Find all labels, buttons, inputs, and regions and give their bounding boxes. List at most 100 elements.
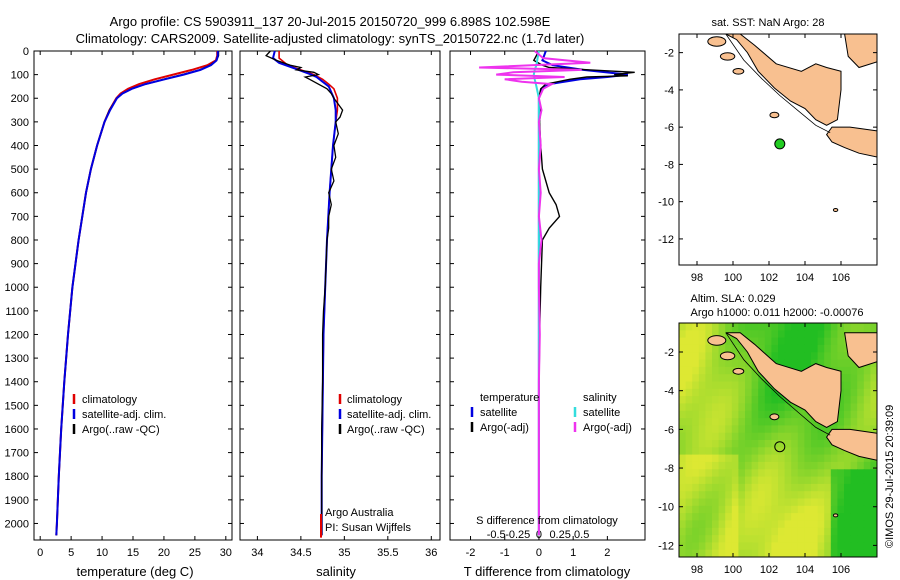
sla-cell	[751, 542, 759, 551]
sla-cell	[698, 461, 706, 470]
x-tick-label: 15	[127, 547, 139, 559]
sla-cell	[817, 469, 825, 478]
sla-cell	[725, 483, 733, 492]
sla-cell	[817, 505, 825, 514]
sla-cell	[817, 483, 825, 492]
sla-cell	[791, 337, 799, 346]
sla-cell	[718, 513, 726, 521]
depth-tick-label: 1800	[5, 471, 29, 483]
sla-cell	[824, 549, 832, 557]
sla-cell	[731, 513, 739, 521]
sla-cell	[764, 461, 772, 470]
sla-cell	[751, 476, 759, 485]
sla-cell	[679, 323, 687, 331]
sla-cell	[758, 498, 766, 507]
sla-cell	[764, 505, 772, 514]
sla-cell	[837, 505, 845, 514]
sla-cell	[738, 461, 746, 470]
sla-cell	[830, 535, 838, 543]
sla-cell	[679, 388, 687, 397]
sla-cell	[718, 330, 726, 339]
sla-cell	[804, 505, 812, 514]
sla-cell	[764, 440, 772, 448]
sla-cell	[784, 476, 792, 485]
depth-tick-label: 0	[23, 46, 29, 58]
sla-cell	[837, 352, 845, 361]
map-y-tick-label: -12	[658, 234, 674, 246]
sla-cell	[725, 513, 733, 521]
sla-cell	[705, 359, 713, 368]
sla-cell	[725, 476, 733, 485]
sla-cell	[738, 352, 746, 361]
sla-cell	[811, 359, 819, 368]
sla-cell	[870, 403, 877, 412]
sla-cell	[712, 527, 720, 536]
sla-cell	[692, 542, 700, 551]
sla-cell	[738, 549, 746, 557]
sla-cell	[725, 396, 733, 404]
sla-cell	[870, 498, 877, 507]
sla-cell	[778, 440, 786, 448]
sla-cell	[751, 432, 759, 441]
sla-cell	[837, 344, 845, 353]
sla-cell	[817, 520, 825, 529]
sla-cell	[791, 513, 799, 521]
sla-cell	[698, 535, 706, 543]
sla-cell	[685, 425, 693, 434]
x-tick-label: 0	[37, 547, 43, 559]
series-line-argo-raw-qc-	[265, 50, 344, 536]
sla-cell	[850, 403, 858, 412]
sla-cell	[679, 352, 687, 361]
legend-label: Argo(..raw -QC)	[82, 424, 160, 436]
sla-cell	[857, 396, 865, 404]
sla-cell	[791, 535, 799, 543]
x2-tick-label: -0.25	[505, 529, 530, 541]
sla-cell	[863, 461, 871, 470]
sla-cell	[850, 418, 858, 426]
sla-cell	[857, 418, 865, 426]
sla-cell	[771, 483, 779, 492]
sla-cell	[824, 440, 832, 448]
sla-cell	[797, 535, 805, 543]
sla-cell	[698, 330, 706, 339]
sla-cell	[758, 513, 766, 521]
sla-cell	[870, 535, 877, 543]
sla-cell	[771, 396, 779, 404]
sla-cell	[837, 527, 845, 536]
sla-cell	[863, 410, 871, 419]
sla-cell	[698, 498, 706, 507]
sla-cell	[692, 344, 700, 353]
sla-cell	[784, 505, 792, 514]
sla-cell	[778, 432, 786, 441]
x-tick-label: 0	[536, 547, 542, 559]
sla-cell	[692, 454, 700, 463]
sla-cell	[731, 454, 739, 463]
sla-cell	[791, 330, 799, 339]
sla-cell	[764, 498, 772, 507]
sla-cell	[745, 513, 753, 521]
sla-cell	[698, 366, 706, 375]
sla-cell	[817, 440, 825, 448]
sla-cell	[698, 425, 706, 434]
sla-cell	[705, 505, 713, 514]
sla-cell	[758, 425, 766, 434]
sla-cell	[685, 323, 693, 331]
depth-tick-label: 600	[11, 188, 29, 200]
sla-cell	[797, 469, 805, 478]
sla-cell	[764, 447, 772, 456]
sla-cell	[771, 432, 779, 441]
sla-cell	[698, 447, 706, 456]
sla-cell	[692, 498, 700, 507]
sla-cell	[731, 447, 739, 456]
sla-cell	[705, 344, 713, 353]
sla-cell	[817, 432, 825, 441]
difference-xlabel2: S difference from climatology	[476, 515, 618, 527]
sla-cell	[718, 366, 726, 375]
sla-cell	[698, 432, 706, 441]
sla-cell	[745, 410, 753, 419]
sla-cell	[738, 344, 746, 353]
sla-cell	[764, 549, 772, 557]
sla-cell	[863, 491, 871, 500]
land-island	[832, 513, 839, 518]
sla-cell	[751, 513, 759, 521]
